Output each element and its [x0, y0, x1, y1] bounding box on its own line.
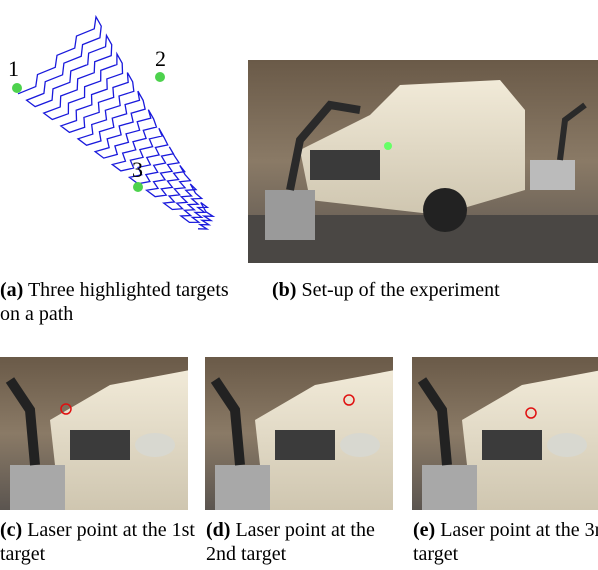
caption-text: Laser point at the 1st target — [0, 519, 195, 565]
caption: (d) Laser point at the 2nd target — [206, 518, 402, 566]
photo — [0, 357, 190, 510]
caption-label: (e) — [413, 519, 435, 541]
grille — [482, 430, 542, 460]
path-diagram — [18, 17, 213, 229]
grille — [275, 430, 335, 460]
caption-text: Laser point at the 2nd target — [206, 519, 375, 565]
caption: (b) Set-up of the experiment — [272, 278, 592, 302]
target-label: 1 — [8, 56, 19, 81]
caption: (a) Three highlighted targets on a path — [0, 278, 240, 326]
grille — [70, 430, 130, 460]
photos — [0, 357, 598, 510]
caption-text: Three highlighted targets on a path — [0, 279, 229, 325]
caption-label: (c) — [0, 519, 22, 541]
caption: (e) Laser point at the 3rd target — [413, 518, 598, 566]
photo — [205, 357, 395, 510]
target-label: 3 — [132, 157, 143, 182]
caption-label: (d) — [206, 519, 230, 541]
target-dot — [133, 182, 143, 192]
headlight — [340, 433, 380, 457]
headlight — [135, 433, 175, 457]
photo-setup — [248, 60, 598, 263]
photo — [412, 357, 598, 510]
target-label: 2 — [155, 46, 166, 71]
robot-base — [215, 465, 270, 510]
caption-label: (b) — [272, 279, 296, 301]
robot-path — [18, 17, 213, 229]
target-dot — [155, 72, 165, 82]
robot-base — [422, 465, 477, 510]
caption-text: Laser point at the 3rd target — [413, 519, 598, 565]
headlight — [547, 433, 587, 457]
robot-base — [10, 465, 65, 510]
caption-text: Set-up of the experiment — [301, 279, 499, 301]
caption: (c) Laser point at the 1st target — [0, 518, 196, 566]
target-dot — [12, 83, 22, 93]
caption-label: (a) — [0, 279, 23, 301]
figure: 1 2 3 (a) Three highlighted targets on a… — [0, 0, 598, 570]
